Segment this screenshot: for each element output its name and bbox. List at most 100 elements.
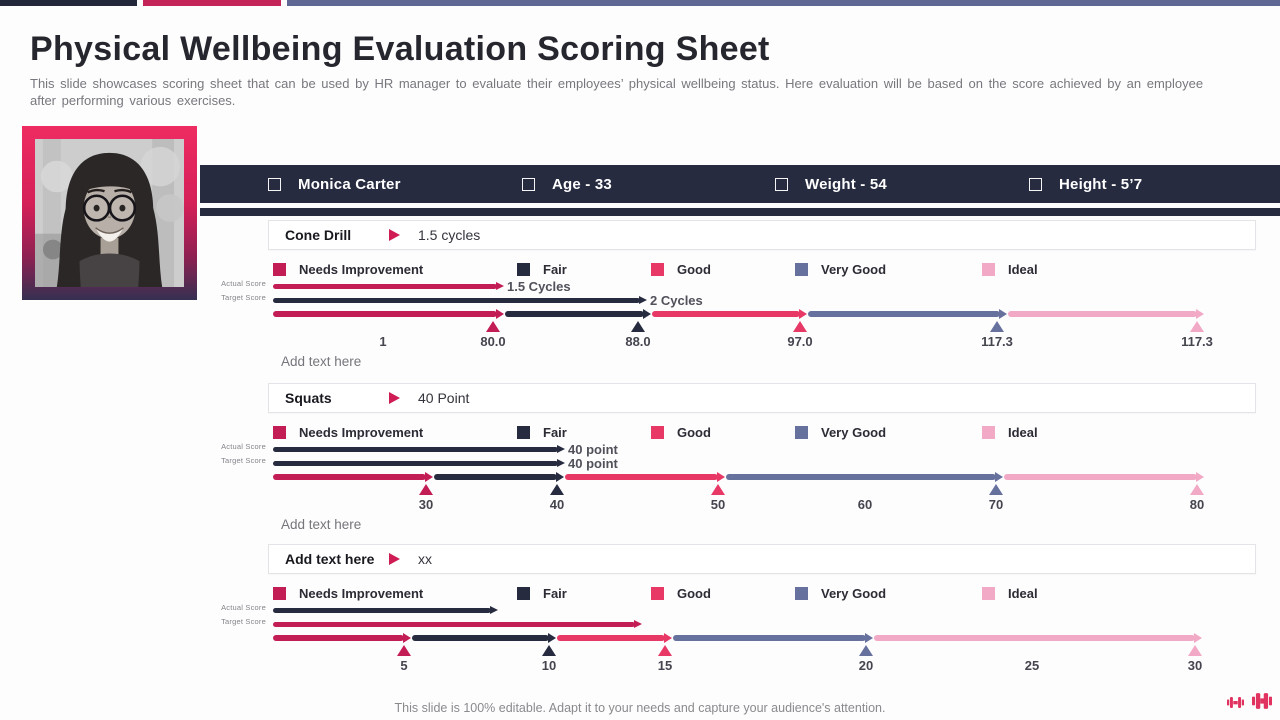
score-value-label: 2 Cycles [650,293,703,308]
checkbox-icon[interactable] [775,177,788,191]
legend-item: Fair [517,425,567,440]
chart-header[interactable]: Squats 40 Point [268,383,1256,413]
placeholder-text[interactable]: Add text here [281,354,362,369]
axis-tick-label: 30 [418,497,434,512]
legend-label: Good [677,262,711,277]
threshold-marker [989,484,1003,495]
band-very-good [726,472,1003,482]
legend-swatch-good [651,426,664,439]
arrow-tip [664,633,672,643]
arrow-tip [1196,472,1204,482]
series-label: Target Score [221,293,266,302]
legend-swatch-navy [517,263,530,276]
score-value-label: 1.5 Cycles [507,279,571,294]
checkbox-icon[interactable] [522,177,535,191]
axis-tick-label: 10 [541,658,557,673]
legend-item: Very Good [795,262,886,277]
page-title: Physical Wellbeing Evaluation Scoring Sh… [30,30,770,68]
axis-tick-label: 80.0 [480,334,506,349]
band-fair [505,309,651,319]
profile-label: Monica Carter [298,175,401,193]
legend-swatch-slate [795,426,808,439]
checkbox-icon[interactable] [1029,177,1042,191]
chart-section-cone-drill: Cone Drill 1.5 cycles Needs Improvement F… [208,220,1260,380]
legend-label: Very Good [821,262,887,277]
legend-item: Fair [517,586,567,601]
legend-swatch-good [651,263,664,276]
legend-label: Ideal [1008,586,1038,601]
axis-tick-label: 117.3 [1181,334,1213,349]
threshold-marker [658,645,672,656]
threshold-marker [397,645,411,656]
legend-label: Fair [543,586,567,601]
arrow-tip [496,282,504,290]
chart-value: 1.5 cycles [418,227,481,243]
placeholder-text[interactable]: Add text here [281,517,362,532]
axis-tick-label: 5 [400,658,408,673]
chart-title: Squats [285,390,332,406]
series-label: Target Score [221,617,266,626]
legend-label: Needs Improvement [299,586,424,601]
axis-tick-label: 70 [988,497,1004,512]
band-ideal [1008,309,1204,319]
axis-tick-label: 25 [1024,658,1040,673]
employee-photo [22,126,197,300]
legend-item: Very Good [795,425,886,440]
chart-header[interactable]: Add text here xx [268,544,1256,574]
axis-tick-label: 30 [1187,658,1203,673]
band-needs-improvement [273,633,411,643]
chart-title: Add text here [285,551,375,567]
legend-swatch-navy [517,587,530,600]
profile-item: Age - 33 [522,165,612,203]
axis-tick-label: 20 [858,658,874,673]
axis-tick-label: 50 [710,497,726,512]
legend-label: Needs Improvement [299,425,424,440]
legend-swatch-pink [982,426,995,439]
axis-tick-label: 60 [857,497,873,512]
axis-tick-label: 97.0 [787,334,813,349]
legend-swatch-crimson [273,426,286,439]
legend-swatch-crimson [273,587,286,600]
arrow-tip [490,606,498,614]
legend-item: Needs Improvement [273,586,423,601]
band-good [652,309,807,319]
axis-tick-label: 80 [1189,497,1205,512]
band-ideal [874,633,1202,643]
legend-item: Needs Improvement [273,425,423,440]
legend-item: Very Good [795,586,886,601]
arrow-tip [865,633,873,643]
threshold-marker [1190,484,1204,495]
arrow-tip [1194,633,1202,643]
band-fair [434,472,564,482]
arrow-tip [995,472,1003,482]
slide-description: This slide showcases scoring sheet that … [30,76,1204,108]
arrow-tip [717,472,725,482]
legend-item: Good [651,262,711,277]
chart-header[interactable]: Cone Drill 1.5 cycles [268,220,1256,250]
legend-label: Very Good [821,586,887,601]
legend-swatch-navy [517,426,530,439]
band-very-good [808,309,1007,319]
score-value-label: 40 point [568,442,618,457]
legend-swatch-pink [982,263,995,276]
band-needs-improvement [273,472,433,482]
legend-swatch-pink [982,587,995,600]
checkbox-icon[interactable] [268,177,281,191]
legend-item: Needs Improvement [273,262,423,277]
legend-item: Fair [517,262,567,277]
legend-item: Ideal [982,586,1038,601]
band-good [565,472,725,482]
legend-label: Good [677,425,711,440]
dumbbell-icon [1252,693,1272,709]
target-score-bar [273,296,647,304]
series-label: Actual Score [221,442,266,451]
profile-item: Height - 5’7 [1029,165,1142,203]
legend-swatch-good [651,587,664,600]
profile-item: Weight - 54 [775,165,887,203]
legend-swatch-slate [795,263,808,276]
arrow-tip [557,445,565,453]
profile-item: Monica Carter [268,165,401,203]
threshold-marker [1190,321,1204,332]
profile-label: Age - 33 [552,175,612,193]
legend-item: Good [651,586,711,601]
